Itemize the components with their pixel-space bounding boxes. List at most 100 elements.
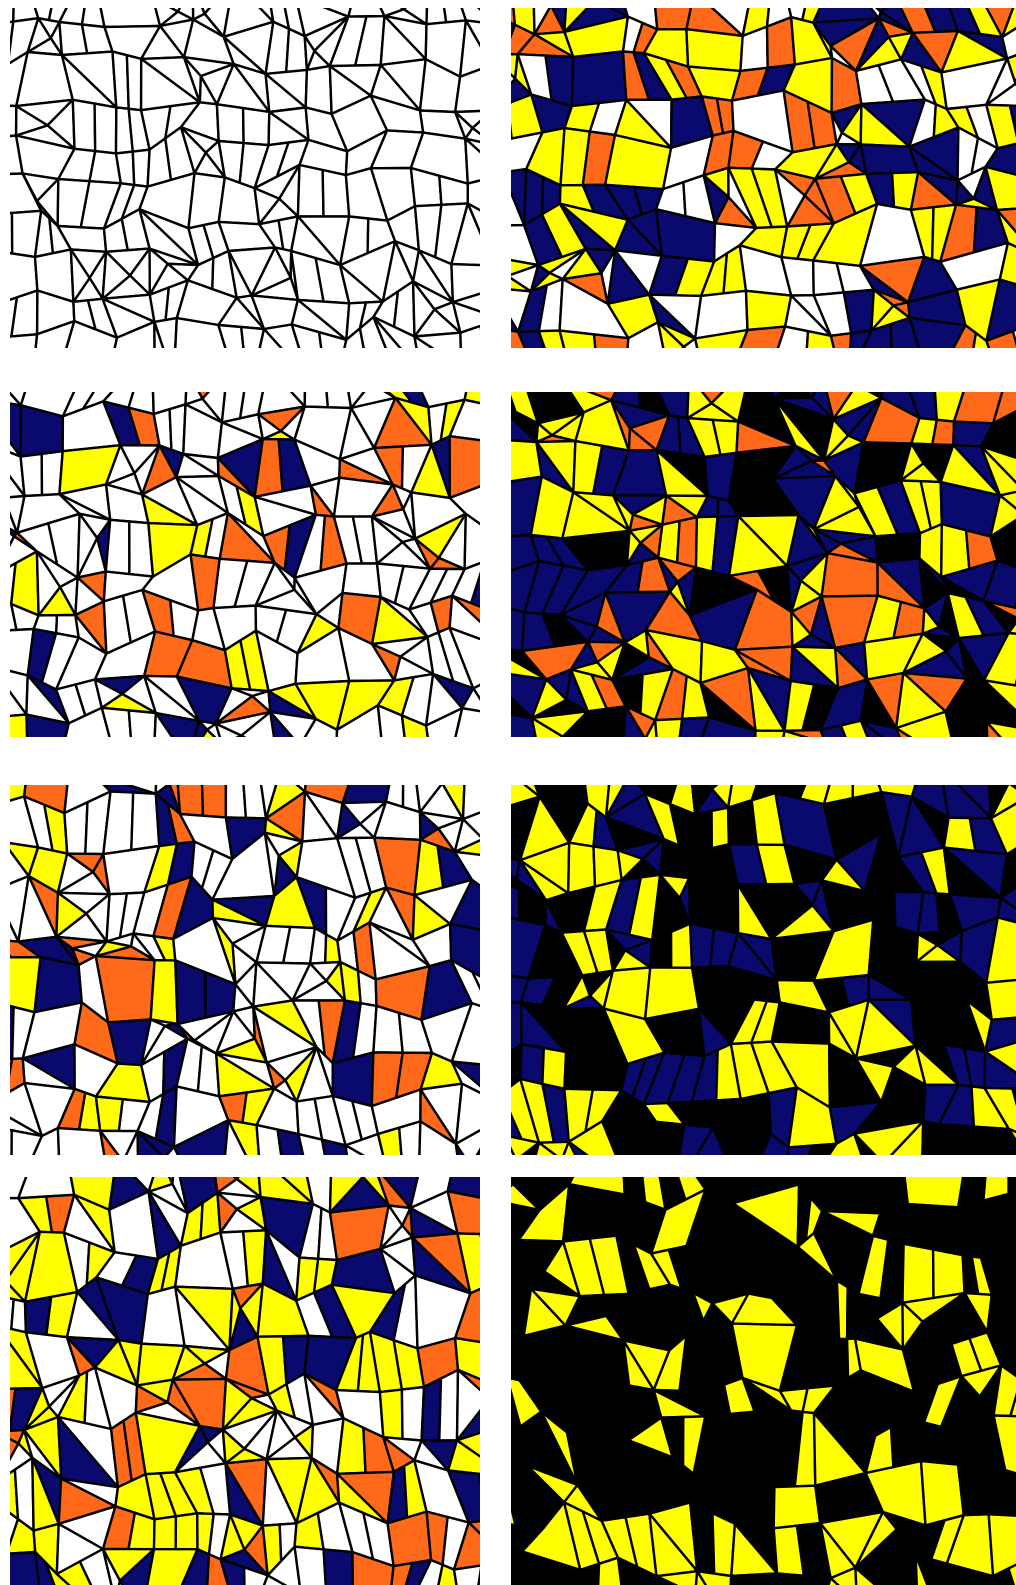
tiles — [476, 1139, 1016, 1585]
tile — [460, 326, 483, 370]
tile — [11, 1299, 26, 1332]
tile — [824, 760, 853, 804]
tile — [489, 1247, 513, 1287]
tiles — [478, 0, 1016, 376]
tile — [0, 213, 12, 254]
tile — [484, 55, 515, 113]
tiles — [0, 0, 511, 380]
tile — [988, 763, 1016, 783]
tile — [0, 105, 16, 138]
tiles — [0, 367, 512, 770]
tile — [483, 803, 511, 859]
tile — [0, 1125, 12, 1189]
tiling-panel — [478, 754, 1016, 1188]
tile — [542, 1048, 566, 1089]
tile — [946, 712, 989, 769]
tile — [476, 1467, 516, 1525]
tile — [345, 370, 377, 383]
tile — [487, 1160, 530, 1176]
tile — [380, 1390, 403, 1439]
tile — [439, 1370, 458, 1441]
tile — [415, 333, 462, 367]
tile — [243, 108, 269, 145]
tile — [774, 1486, 821, 1529]
tile — [490, 0, 515, 25]
tile — [787, 1146, 813, 1166]
tile — [73, 100, 95, 151]
tile — [348, 0, 384, 17]
tiling-panel — [0, 752, 511, 1189]
tile — [402, 1387, 424, 1441]
tile — [343, 564, 381, 598]
tile — [403, 754, 420, 812]
tile — [319, 332, 346, 372]
tile — [450, 436, 511, 498]
tile — [176, 1513, 198, 1549]
tile — [695, 330, 747, 374]
tile — [903, 1244, 934, 1303]
tile — [490, 1162, 514, 1200]
tile — [386, 757, 403, 807]
tile — [490, 757, 533, 778]
tile — [492, 257, 508, 288]
tile — [465, 514, 505, 569]
tile — [622, 739, 659, 769]
tile — [157, 760, 177, 784]
tile — [257, 752, 309, 771]
figure — [0, 0, 1016, 1585]
tiling-panel — [478, 0, 1016, 376]
tile — [823, 361, 884, 384]
tile — [933, 1250, 965, 1299]
tile — [520, 1044, 544, 1084]
tile — [484, 369, 506, 409]
tile — [154, 318, 176, 380]
tile — [568, 843, 595, 894]
tile — [988, 745, 1016, 769]
tile — [986, 979, 1016, 1020]
tile — [584, 706, 625, 769]
tile — [106, 520, 130, 574]
tile — [427, 0, 447, 24]
tile — [479, 1522, 516, 1574]
tile — [982, 0, 1016, 5]
tile — [298, 165, 324, 216]
tile — [0, 334, 37, 370]
tile — [667, 347, 703, 374]
tiling-panel — [0, 367, 512, 770]
tile — [399, 1121, 420, 1173]
tile — [686, 29, 742, 71]
tile — [490, 1391, 512, 1422]
tile — [217, 104, 244, 143]
tile — [612, 754, 670, 775]
tile — [476, 1561, 509, 1585]
tile — [0, 752, 8, 806]
tile — [0, 1260, 5, 1296]
tile — [371, 0, 427, 9]
tile — [454, 1566, 482, 1585]
tile — [149, 1156, 173, 1191]
tile — [560, 331, 598, 369]
page: (() => { const data = JSON.parse(documen… — [0, 0, 1016, 1585]
tile — [222, 736, 277, 756]
tile — [479, 1286, 512, 1340]
tile — [295, 1547, 328, 1585]
tile — [479, 482, 511, 539]
tiling-panel — [0, 0, 511, 380]
tile — [175, 960, 205, 1024]
tile — [213, 1154, 257, 1179]
tile — [95, 104, 117, 154]
tile — [481, 1277, 507, 1346]
tile — [459, 1166, 487, 1179]
tile — [623, 1285, 670, 1351]
tile — [448, 1191, 504, 1235]
tile — [0, 715, 28, 767]
tiling-panel — [476, 1139, 1016, 1585]
tile — [533, 0, 567, 5]
tile — [689, 878, 714, 928]
tile — [572, 52, 626, 107]
tile — [774, 379, 812, 399]
tile — [686, 1238, 720, 1294]
tile — [306, 66, 332, 114]
tile — [491, 54, 518, 78]
tile — [127, 55, 141, 110]
